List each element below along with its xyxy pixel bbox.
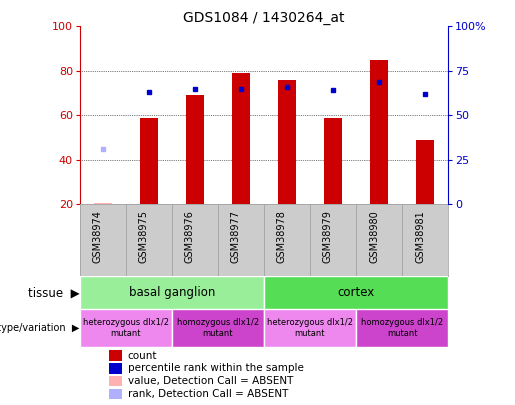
Bar [232,73,250,205]
Bar [94,203,112,205]
Bar [172,309,264,347]
Text: heterozygous dlx1/2
mutant: heterozygous dlx1/2 mutant [83,318,169,338]
Title: GDS1084 / 1430264_at: GDS1084 / 1430264_at [183,11,345,25]
Text: GSM38978: GSM38978 [277,210,287,263]
Text: heterozygous dlx1/2
mutant: heterozygous dlx1/2 mutant [267,318,353,338]
Text: homozygous dlx1/2
mutant: homozygous dlx1/2 mutant [177,318,259,338]
Text: value, Detection Call = ABSENT: value, Detection Call = ABSENT [128,376,293,386]
Bar [80,309,172,347]
Bar [324,117,342,205]
Bar [109,350,122,361]
Text: genotype/variation  ▶: genotype/variation ▶ [0,323,80,333]
Bar [109,389,122,399]
Bar [416,140,434,205]
Bar [109,363,122,373]
Bar [278,80,296,205]
Text: cortex: cortex [337,286,374,299]
Text: GSM38976: GSM38976 [185,210,195,263]
Bar [186,95,204,205]
Text: count: count [128,350,157,360]
Text: rank, Detection Call = ABSENT: rank, Detection Call = ABSENT [128,389,288,399]
Text: homozygous dlx1/2
mutant: homozygous dlx1/2 mutant [361,318,443,338]
Bar [140,117,158,205]
Bar [264,309,356,347]
Text: GSM38980: GSM38980 [369,210,379,263]
Text: GSM38977: GSM38977 [231,210,241,263]
Bar [264,276,448,309]
Text: GSM38979: GSM38979 [323,210,333,263]
Text: GSM38974: GSM38974 [93,210,103,263]
Bar [80,276,264,309]
Bar [109,376,122,386]
Text: percentile rank within the sample: percentile rank within the sample [128,363,303,373]
Text: GSM38981: GSM38981 [415,210,425,263]
Text: tissue  ▶: tissue ▶ [28,286,80,299]
Bar [370,60,388,205]
Text: GSM38975: GSM38975 [139,210,149,263]
Bar [356,309,448,347]
Text: basal ganglion: basal ganglion [129,286,215,299]
